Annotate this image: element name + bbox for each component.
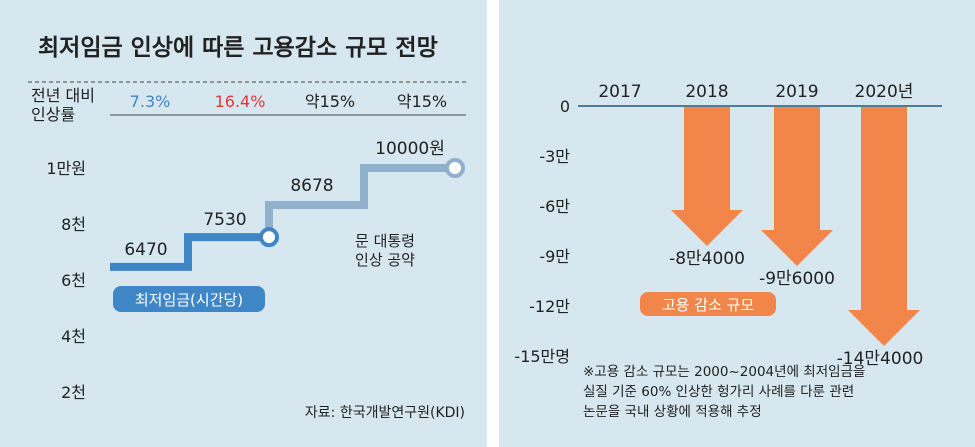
panel-divider [487,0,499,447]
y-tick-label: 0 [560,97,570,116]
y-tick-label: -12만 [529,297,570,316]
footnote-line1: ※고용 감소 규모는 2000~2004년에 최저임금을 [583,364,865,380]
rate-row-label-line1: 전년 대비 [31,86,95,105]
y-tick-label: 6천 [61,271,86,290]
wage-step-lines: 6470 7530 8678 10000원 [110,139,465,271]
y-tick-label: -6만 [539,197,570,216]
pledge-point-marker [445,158,465,178]
left-y-axis: 1만원 8천 6천 4천 2천 [46,159,86,402]
rate-value: 7.3% [130,92,171,111]
x-category-label: 2018 [685,82,728,102]
footnote-line3: 논문을 국내 상황에 적용해 추정 [583,404,762,420]
data-label: 6470 [124,240,167,260]
pledge-annotation-line2: 인상 공약 [355,251,415,269]
rate-values: 7.3% 16.4% 약15% 약15% [130,92,447,111]
data-label: 10000원 [375,139,445,159]
x-category-label: 2020년 [855,82,914,102]
y-tick-label: -3만 [539,147,570,166]
data-label: -14만4000 [837,349,924,369]
rate-value: 16.4% [215,92,266,111]
rate-value: 약15% [305,92,355,111]
job-loss-arrows: -8만4000 -9만6000 -14만4000 [669,107,923,369]
rate-value: 약15% [397,92,447,111]
source-note: 자료: 한국개발연구원(KDI) [305,405,465,421]
data-label: 7530 [203,210,246,230]
job-loss-legend-badge [640,292,776,316]
pledge-step-line [265,164,455,238]
y-tick-label: 2천 [61,383,86,402]
rate-row-label-line2: 인상률 [31,105,75,124]
pledge-annotation-line1: 문 대통령 [355,232,415,250]
x-category-label: 2017 [598,82,641,102]
x-category-label: 2019 [775,82,818,102]
y-tick-label: -15만명 [514,347,570,366]
y-tick-label: 8천 [61,215,86,234]
right-y-axis: 0 -3만 -6만 -9만 -12만 -15만명 2017 2018 2019 2020년 [514,82,942,366]
job-loss-arrow [761,107,833,266]
footnote-line2: 실질 기준 60% 인상한 헝가리 사례를 다룬 관련 [583,384,854,400]
job-loss-arrow [848,107,920,346]
data-label: -8만4000 [669,249,745,269]
job-loss-legend-label: 고용 감소 규모 [662,296,755,314]
y-tick-label: 4천 [61,327,86,346]
data-label: -9만6000 [759,269,835,289]
chart-title: 최저임금 인상에 따른 고용감소 규모 전망 [38,35,438,61]
wage-step-line [110,233,269,271]
data-label: 8678 [290,176,333,196]
y-tick-label: 1만원 [46,159,86,178]
y-tick-label: -9만 [539,247,570,266]
wage-legend-label: 최저임금(시간당) [135,291,243,309]
job-loss-arrow [671,107,743,246]
wage-point-marker [259,227,279,248]
wage-legend-badge [113,286,265,312]
